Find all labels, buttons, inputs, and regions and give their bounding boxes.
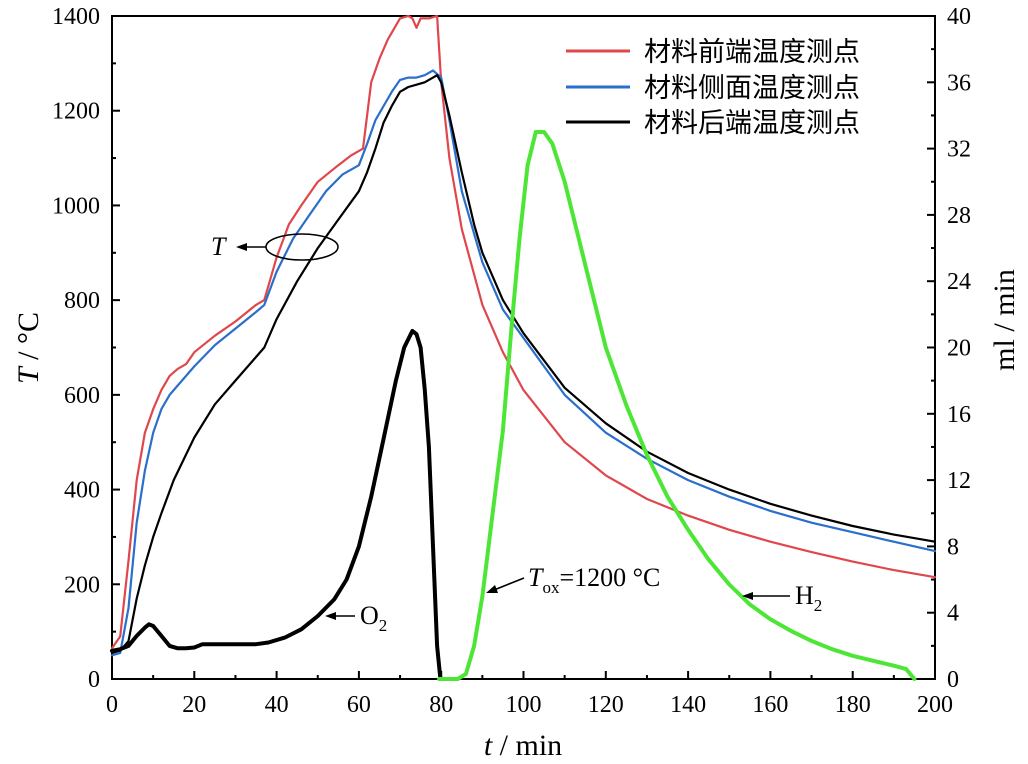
right-tick-label-32: 32 <box>947 137 971 163</box>
x-tick-label-80: 80 <box>429 692 453 718</box>
annotation-o2-arrowhead <box>325 612 336 620</box>
right-tick-label-20: 20 <box>947 336 971 362</box>
right-tick-label-0: 0 <box>947 667 959 693</box>
right-axis-label: ml / min <box>988 269 1021 371</box>
series-h2 <box>437 130 917 681</box>
right-tick-label-8: 8 <box>947 534 959 560</box>
x-tick-label-160: 160 <box>752 692 788 718</box>
right-tick-label-4: 4 <box>947 601 959 627</box>
x-tick-label-180: 180 <box>835 692 871 718</box>
left-axis-label: T / °C <box>12 312 45 384</box>
legend-label-front: 材料前端温度测点 <box>644 37 860 68</box>
left-tick-label-1200: 1200 <box>52 99 100 125</box>
right-tick-label-36: 36 <box>947 70 971 96</box>
x-tick-label-20: 20 <box>182 692 206 718</box>
right-tick-label-28: 28 <box>947 203 971 229</box>
left-tick-label-400: 400 <box>64 478 100 504</box>
annotation-o2-label: O2 <box>360 601 387 635</box>
x-tick-label-0: 0 <box>106 692 118 718</box>
legend-label-back: 材料后端温度测点 <box>644 108 860 139</box>
x-tick-label-120: 120 <box>588 692 624 718</box>
x-tick-label-100: 100 <box>506 692 542 718</box>
x-axis-label: t / min <box>484 729 562 762</box>
right-tick-label-24: 24 <box>947 269 971 295</box>
x-tick-label-140: 140 <box>670 692 706 718</box>
annotation-o2: O2 <box>325 601 387 635</box>
annotation-h2-arrowhead <box>742 592 753 600</box>
annotation-T: T <box>211 232 339 261</box>
annotation-h2-label: H2 <box>795 581 822 615</box>
series-front-temp <box>110 14 937 650</box>
x-tick-label-60: 60 <box>347 692 371 718</box>
left-tick-label-1400: 1400 <box>52 4 100 30</box>
annotation-tox-arrowhead <box>486 585 498 593</box>
left-tick-label-0: 0 <box>88 667 100 693</box>
annotation-T-arrowhead <box>236 243 247 251</box>
right-axis-ticks: 0 4 8 12 16 20 24 28 32 36 40 <box>927 4 971 693</box>
series-back-temp <box>110 74 937 655</box>
annotation-tox: Tox=1200 °C <box>486 563 660 597</box>
annotation-tox-label: Tox=1200 °C <box>528 563 660 597</box>
left-tick-label-600: 600 <box>64 383 100 409</box>
left-tick-label-800: 800 <box>64 288 100 314</box>
annotation-T-label: T <box>211 232 227 261</box>
x-tick-label-40: 40 <box>265 692 289 718</box>
x-axis-ticks: 0 20 40 60 80 100 120 140 160 180 200 <box>106 671 953 718</box>
right-tick-label-40: 40 <box>947 4 971 30</box>
annotation-h2: H2 <box>742 581 822 615</box>
legend: 材料前端温度测点 材料侧面温度测点 材料后端温度测点 <box>566 37 860 139</box>
series-layer <box>110 14 937 681</box>
series-o2 <box>110 328 443 681</box>
x-tick-label-200: 200 <box>917 692 953 718</box>
left-axis-ticks: 0 200 400 600 800 1000 1200 1400 <box>52 4 120 693</box>
series-side-temp <box>110 69 937 657</box>
annotation-T-ellipse <box>265 233 339 261</box>
left-tick-label-1000: 1000 <box>52 193 100 219</box>
right-tick-label-12: 12 <box>947 468 971 494</box>
legend-label-side: 材料侧面温度测点 <box>644 73 860 104</box>
left-tick-label-200: 200 <box>64 572 100 598</box>
right-tick-label-16: 16 <box>947 402 971 428</box>
annotation-tox-arrow <box>493 577 525 591</box>
